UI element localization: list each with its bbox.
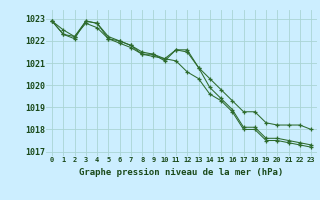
X-axis label: Graphe pression niveau de la mer (hPa): Graphe pression niveau de la mer (hPa) xyxy=(79,168,284,177)
